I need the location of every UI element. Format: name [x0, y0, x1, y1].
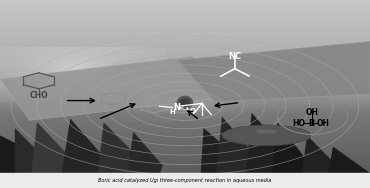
Text: OH: OH [316, 119, 329, 128]
Ellipse shape [177, 96, 193, 109]
Text: O: O [189, 108, 195, 114]
Text: CHO: CHO [30, 91, 48, 100]
Ellipse shape [181, 99, 189, 105]
Text: N: N [174, 103, 180, 112]
Polygon shape [126, 132, 163, 188]
Polygon shape [96, 122, 141, 188]
Text: HO: HO [292, 119, 306, 128]
Text: Boric acid catalyzed Ugi three-component reaction in aqueous media: Boric acid catalyzed Ugi three-component… [98, 178, 272, 183]
Polygon shape [30, 122, 81, 188]
Text: H: H [169, 109, 175, 115]
Polygon shape [0, 135, 22, 188]
Text: OH: OH [305, 108, 319, 117]
Polygon shape [300, 135, 340, 188]
Ellipse shape [255, 129, 278, 134]
Polygon shape [244, 113, 289, 188]
Polygon shape [215, 117, 259, 188]
Text: C: C [182, 105, 186, 111]
Polygon shape [59, 118, 111, 188]
Polygon shape [200, 128, 229, 188]
Ellipse shape [179, 98, 191, 107]
Text: B: B [309, 119, 315, 128]
Polygon shape [15, 128, 52, 188]
Text: NC: NC [228, 52, 242, 61]
Polygon shape [270, 122, 311, 188]
Polygon shape [326, 147, 370, 188]
Ellipse shape [222, 125, 311, 146]
Bar [0, 173, 370, 188]
Polygon shape [0, 56, 222, 120]
Polygon shape [178, 41, 370, 102]
